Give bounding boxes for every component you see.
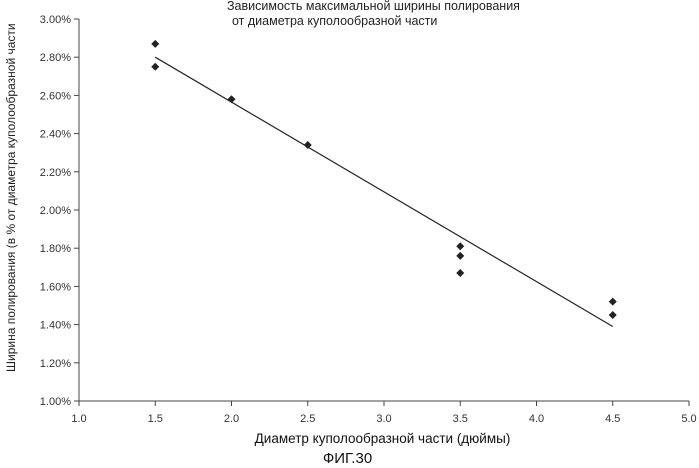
y-tick-label: 3.00% [40,14,71,26]
y-tick-label: 2.20% [40,167,71,179]
data-point [456,242,464,250]
data-point [304,141,312,149]
y-tick-label: 1.20% [40,358,71,370]
data-point [151,63,159,71]
x-tick-label: 4.5 [605,413,620,425]
figure-label: ФИГ.30 [0,450,695,467]
y-tick-label: 2.60% [40,90,71,102]
data-point [609,311,617,319]
y-tick-label: 2.80% [40,52,71,64]
x-tick-label: 2.0 [224,413,239,425]
y-tick-label: 2.40% [40,129,71,141]
x-axis-label: Диаметр куполообразной части (дюймы) [0,431,699,446]
x-tick-label: 5.0 [681,413,696,425]
data-point [228,95,236,103]
trend-line [155,57,613,326]
x-tick-label: 1.0 [71,413,86,425]
data-point [609,298,617,306]
x-tick-label: 3.5 [453,413,468,425]
y-tick-label: 1.80% [40,243,71,255]
data-point [456,252,464,260]
y-tick-label: 2.00% [40,205,71,217]
x-tick-label: 2.5 [300,413,315,425]
y-tick-label: 1.00% [40,396,71,408]
x-tick-label: 1.5 [148,413,163,425]
y-tick-label: 1.60% [40,281,71,293]
x-tick-label: 4.0 [529,413,544,425]
y-tick-label: 1.40% [40,320,71,332]
x-tick-label: 3.0 [376,413,391,425]
data-point [151,40,159,48]
data-point [456,269,464,277]
